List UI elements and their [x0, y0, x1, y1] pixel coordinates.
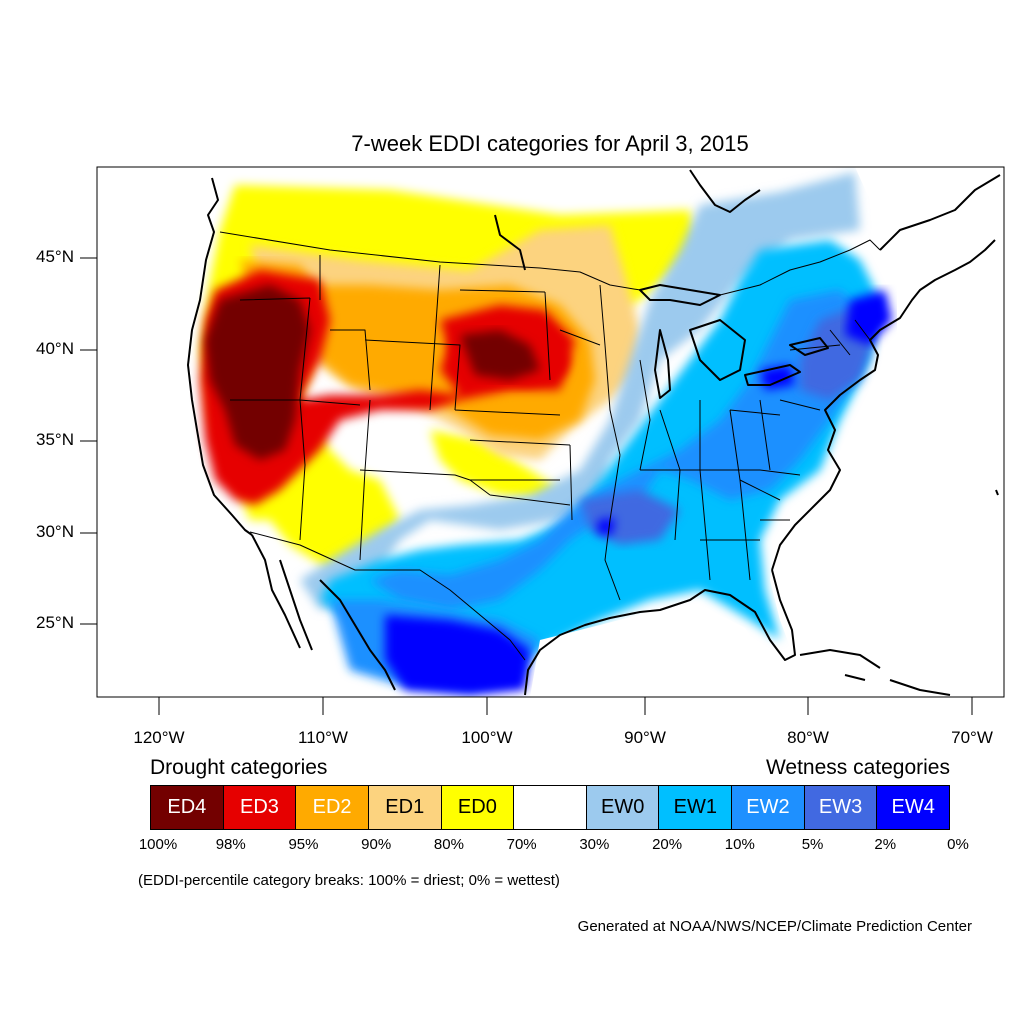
category-breaks-note: (EDDI-percentile category breaks: 100% =…	[138, 872, 560, 889]
region-ed4-plains	[460, 330, 540, 380]
lat-label-25n: 25°N	[36, 613, 74, 632]
lon-label-80w: 80°W	[787, 728, 829, 747]
map-frame	[96, 166, 1005, 698]
legend-percent-label: 30%	[579, 836, 610, 853]
us-west-coastline	[187, 177, 253, 536]
islands	[799, 489, 999, 696]
lon-label-90w: 90°W	[624, 728, 666, 747]
legend-box-ew3: EW3	[804, 786, 878, 829]
legend-percent-label: 95%	[288, 836, 319, 853]
eddi-data-field	[97, 167, 1004, 697]
legend-percent-label: 98%	[215, 836, 246, 853]
lon-ticks	[158, 697, 973, 715]
legend-percent-label: 10%	[724, 836, 755, 853]
atlantic-ocean	[770, 260, 1004, 697]
lat-label-40n: 40°N	[36, 339, 74, 358]
region-ed0-central	[430, 430, 560, 500]
us-east-coastline	[771, 239, 996, 571]
state-lines	[230, 255, 871, 601]
legend-box-ed2: ED2	[296, 786, 369, 829]
legend-percent-label: 20%	[652, 836, 683, 853]
us-canada-border	[219, 231, 881, 296]
canada-coast	[494, 169, 1001, 271]
legend-box-ew2: EW2	[732, 786, 805, 829]
legend-percent-label: 100%	[138, 836, 178, 853]
credit-line: Generated at NOAA/NWS/NCEP/Climate Predi…	[577, 918, 972, 935]
legend-percent-label: 80%	[433, 836, 464, 853]
great-lakes	[639, 284, 829, 399]
lon-label-70w: 70°W	[951, 728, 993, 747]
region-ed4	[205, 285, 310, 460]
lat-label-30n: 30°N	[36, 522, 74, 541]
region-ew4-northeast	[845, 290, 892, 345]
lat-ticks	[80, 257, 97, 625]
legend-box-ed3: ED3	[223, 786, 297, 829]
legend-box-ed0: ED0	[441, 786, 515, 829]
us-mexico-border	[249, 531, 526, 661]
legend-box-ew4: EW4	[877, 786, 950, 829]
legend-percent-label: 5%	[801, 836, 824, 853]
legend-box-ew1: EW1	[659, 786, 733, 829]
region-ew0	[300, 172, 860, 610]
pacific-ocean	[97, 167, 280, 697]
lat-label-45n: 45°N	[36, 247, 74, 266]
legend-box-neutral	[514, 786, 587, 829]
legend-box-ew0: EW0	[586, 786, 660, 829]
wetness-categories-heading: Wetness categories	[765, 756, 950, 779]
lon-label-100w: 100°W	[461, 728, 513, 747]
gulf-coastline	[524, 569, 796, 696]
baja-coastline	[251, 534, 313, 651]
legend-percent-label: 70%	[506, 836, 537, 853]
legend-box-ed4: ED4	[151, 786, 224, 829]
legend-percent-label: 0%	[947, 836, 969, 853]
region-ew4	[385, 615, 530, 695]
legend-percent-label: 2%	[874, 836, 897, 853]
gulf-of-mexico	[530, 605, 790, 697]
lon-label-120w: 120°W	[133, 728, 185, 747]
legend-percent-label: 90%	[361, 836, 392, 853]
mexico-coastline	[319, 579, 396, 691]
lat-label-35n: 35°N	[36, 430, 74, 449]
legend-colorbar: ED4 ED3 ED2 ED1 ED0 EW0 EW1 EW2 EW3 EW4	[150, 785, 950, 830]
drought-categories-heading: Drought categories	[150, 756, 328, 779]
lon-label-110w: 110°W	[298, 728, 348, 747]
page-title: 7-week EDDI categories for April 3, 2015	[351, 131, 749, 156]
boundaries	[187, 169, 1001, 696]
legend-box-ed1: ED1	[368, 786, 442, 829]
region-ew1	[320, 240, 880, 660]
